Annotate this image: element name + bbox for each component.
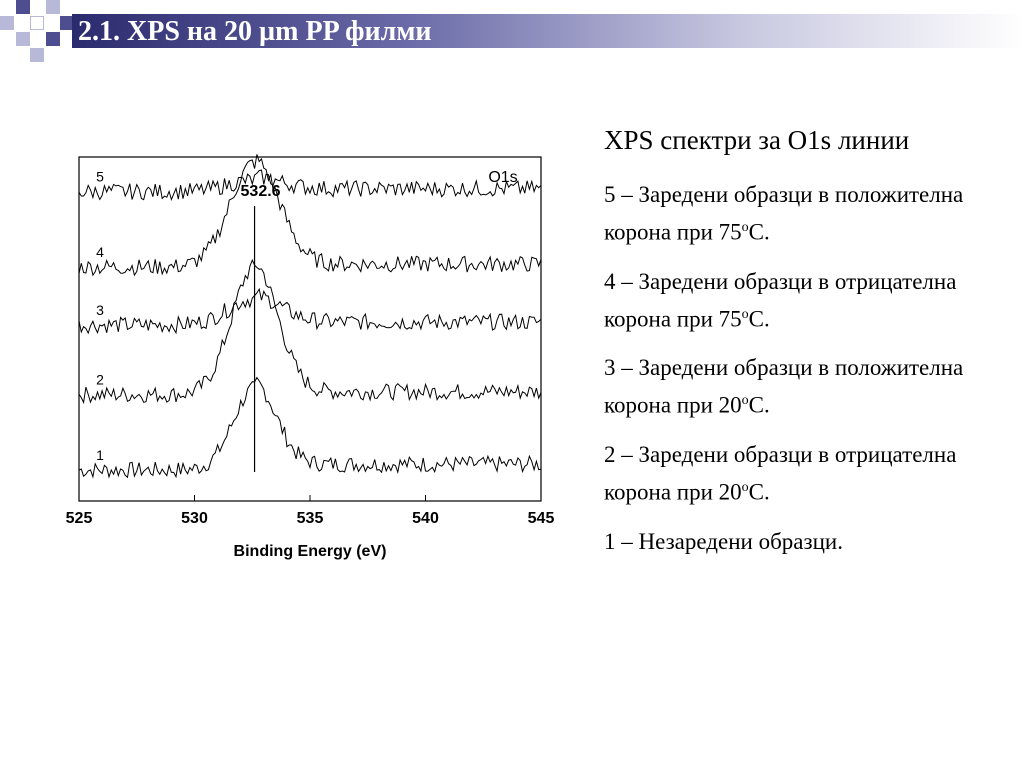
x-tick-label-530: 530 <box>181 510 208 527</box>
decor-square-2 <box>46 0 60 14</box>
decor-square-3 <box>0 16 14 30</box>
legend-item-sup: o <box>741 220 749 235</box>
x-tick-label-540: 540 <box>412 510 439 527</box>
spectrum-curve-3 <box>78 287 542 335</box>
spectrum-curve-4 <box>78 154 542 277</box>
decor-square-5 <box>60 16 74 30</box>
legend-o1s: O1s <box>488 169 517 186</box>
spectrum-curve-1 <box>78 376 542 479</box>
series-label-2: 2 <box>96 372 104 388</box>
legend-item-2: 4 – Заредени образци в отрицателна корон… <box>604 265 1014 336</box>
legend-item-sup: o <box>741 479 749 495</box>
legend-heading: XPS спектри за O1s линии <box>604 125 910 155</box>
x-tick-label-545: 545 <box>528 510 555 527</box>
legend-item-tail: C. <box>748 306 770 332</box>
decor-square-7 <box>46 32 60 46</box>
legend-item-tail: C. <box>748 219 770 245</box>
title-bar <box>72 14 1024 48</box>
legend-item-text: 5 – Заредени образци в положителна корон… <box>604 182 964 245</box>
spectrum-curve-5 <box>78 169 542 201</box>
peak-label: 532.6 <box>241 183 281 200</box>
legend-item-text: 3 – Заредени образци в положителна корон… <box>604 355 964 418</box>
x-axis-label: Binding Energy (eV) <box>234 543 387 560</box>
slide-title: 2.1. XPS на 20 µm PP филми <box>78 16 432 47</box>
series-label-5: 5 <box>96 169 104 185</box>
series-label-4: 4 <box>96 244 104 260</box>
xps-chart: 532.6 O1s 525 530 535 540 545 1 2 3 4 5 Binding … <box>66 154 555 560</box>
decor-square-1 <box>16 0 30 14</box>
legend-item-text: 2 – Заредени образци в отрицателна корон… <box>604 441 957 505</box>
spectrum-curve-2 <box>78 258 542 405</box>
legend-item-tail: C. <box>748 479 770 505</box>
decor-square-4 <box>30 16 44 30</box>
legend-item-5: 1 – Незаредени образци. <box>604 525 1014 558</box>
legend-item-tail: C. <box>748 392 770 418</box>
decor-square-8 <box>30 48 44 62</box>
legend-item-text: 1 – Незаредени образци. <box>604 528 843 554</box>
legend-item-4: 2 – Заредени образци в отрицателна корон… <box>604 438 1014 509</box>
x-tick-label-525: 525 <box>66 510 93 527</box>
legend-item-3: 3 – Заредени образци в положителна корон… <box>604 351 1014 422</box>
legend-item-sup: o <box>741 306 749 322</box>
series-label-3: 3 <box>96 302 104 318</box>
legend-panel: XPS спектри за O1s линии 5 – Заредени об… <box>604 122 1014 574</box>
legend-item-text: 4 – Заредени образци в отрицателна корон… <box>604 268 957 332</box>
decor-square-6 <box>16 32 30 46</box>
legend-item-1: 5 – Заредени образци в положителна корон… <box>604 178 1014 249</box>
legend-item-sup: o <box>741 393 749 409</box>
legend-list: 5 – Заредени образци в положителна корон… <box>604 178 1014 558</box>
x-tick-label-535: 535 <box>297 510 324 527</box>
series-label-1: 1 <box>96 447 104 463</box>
